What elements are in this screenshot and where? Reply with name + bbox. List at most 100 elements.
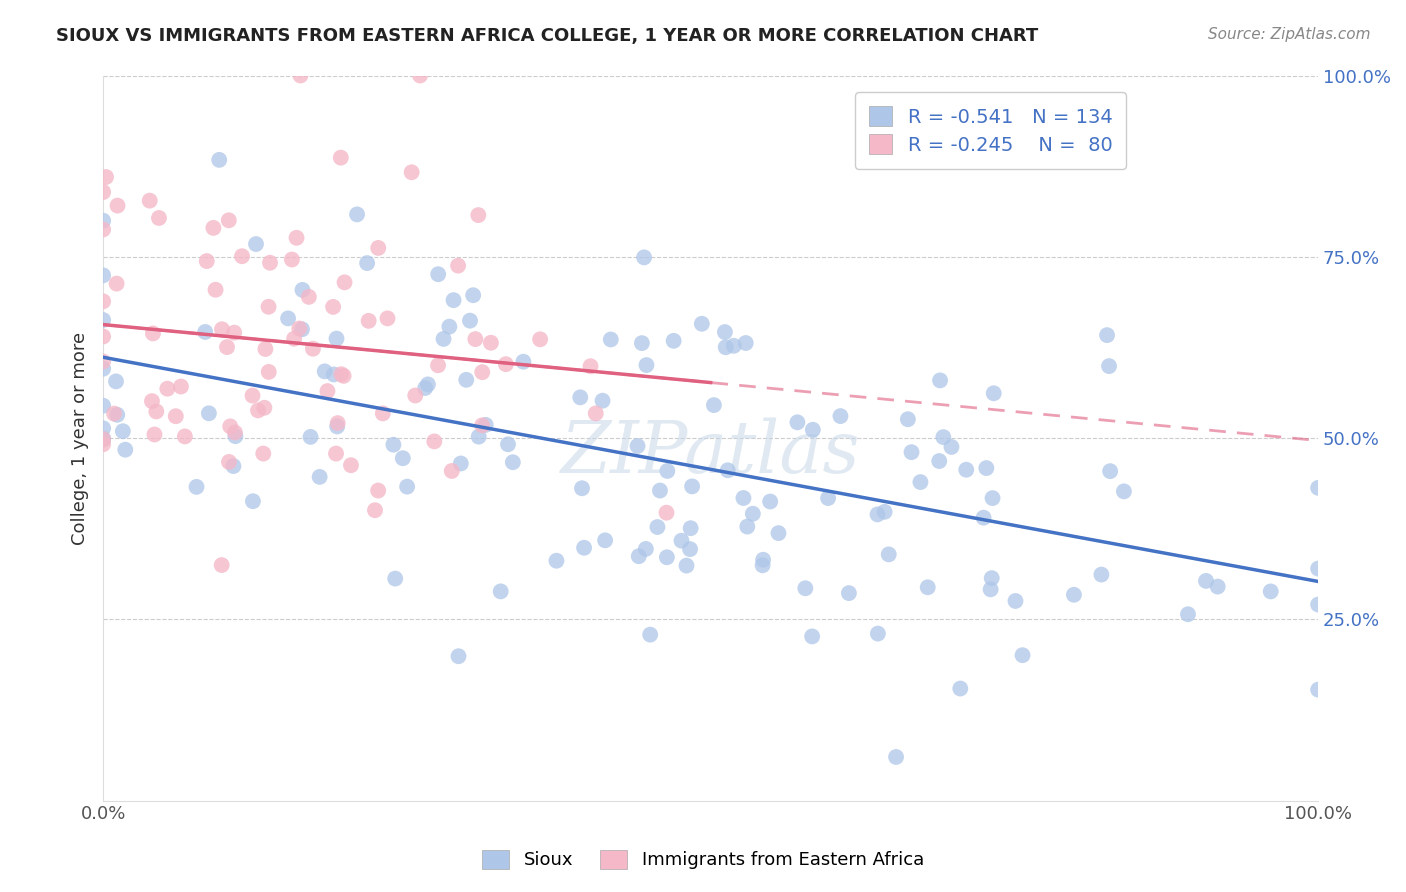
- Point: [464, 332, 486, 346]
- Point: [218, 213, 240, 227]
- Point: [224, 326, 246, 340]
- Point: [929, 373, 952, 387]
- Point: [202, 220, 225, 235]
- Point: [247, 403, 270, 417]
- Point: [897, 412, 920, 426]
- Point: [512, 355, 534, 369]
- Point: [143, 427, 166, 442]
- Point: [463, 288, 485, 302]
- Point: [1308, 598, 1330, 612]
- Point: [866, 508, 889, 522]
- Point: [634, 541, 657, 556]
- Point: [794, 581, 817, 595]
- Point: [714, 340, 737, 354]
- Point: [195, 254, 218, 268]
- Point: [714, 325, 737, 339]
- Point: [1098, 359, 1121, 373]
- Point: [884, 750, 907, 764]
- Point: [690, 317, 713, 331]
- Point: [571, 481, 593, 495]
- Point: [288, 321, 311, 335]
- Point: [976, 461, 998, 475]
- Point: [627, 549, 650, 564]
- Point: [194, 325, 217, 339]
- Point: [900, 445, 922, 459]
- Point: [281, 252, 304, 267]
- Point: [325, 446, 347, 460]
- Point: [224, 425, 246, 440]
- Point: [741, 507, 763, 521]
- Point: [1308, 481, 1330, 495]
- Point: [91, 294, 114, 309]
- Point: [496, 437, 519, 451]
- Point: [474, 417, 496, 432]
- Point: [467, 208, 489, 222]
- Point: [145, 404, 167, 418]
- Point: [91, 421, 114, 435]
- Point: [299, 430, 322, 444]
- Point: [285, 231, 308, 245]
- Point: [638, 627, 661, 641]
- Text: SIOUX VS IMMIGRANTS FROM EASTERN AFRICA COLLEGE, 1 YEAR OR MORE CORRELATION CHAR: SIOUX VS IMMIGRANTS FROM EASTERN AFRICA …: [56, 27, 1039, 45]
- Point: [467, 430, 489, 444]
- Point: [599, 333, 621, 347]
- Point: [877, 548, 900, 562]
- Point: [471, 365, 494, 379]
- Point: [830, 409, 852, 423]
- Point: [983, 386, 1005, 401]
- Point: [314, 364, 336, 378]
- Point: [252, 446, 274, 460]
- Point: [222, 458, 245, 473]
- Point: [633, 251, 655, 265]
- Point: [440, 464, 463, 478]
- Point: [322, 368, 344, 382]
- Point: [340, 458, 363, 473]
- Point: [204, 283, 226, 297]
- Point: [91, 185, 114, 199]
- Point: [980, 582, 1002, 597]
- Point: [91, 268, 114, 283]
- Point: [357, 314, 380, 328]
- Point: [94, 169, 117, 184]
- Point: [817, 491, 839, 505]
- Point: [346, 207, 368, 221]
- Point: [681, 479, 703, 493]
- Point: [254, 342, 277, 356]
- Point: [546, 554, 568, 568]
- Point: [733, 491, 755, 505]
- Point: [585, 406, 607, 420]
- Point: [384, 572, 406, 586]
- Point: [259, 256, 281, 270]
- Point: [242, 388, 264, 402]
- Point: [1063, 588, 1085, 602]
- Point: [224, 429, 246, 443]
- Point: [1195, 574, 1218, 588]
- Point: [679, 521, 702, 535]
- Point: [873, 505, 896, 519]
- Point: [866, 626, 889, 640]
- Point: [427, 359, 450, 373]
- Point: [592, 393, 614, 408]
- Point: [91, 329, 114, 343]
- Point: [326, 419, 349, 434]
- Point: [928, 454, 950, 468]
- Point: [479, 335, 502, 350]
- Point: [103, 407, 125, 421]
- Point: [1011, 648, 1033, 663]
- Point: [973, 510, 995, 524]
- Point: [156, 382, 179, 396]
- Point: [768, 526, 790, 541]
- Point: [186, 480, 208, 494]
- Point: [371, 406, 394, 420]
- Point: [737, 519, 759, 533]
- Point: [367, 241, 389, 255]
- Point: [107, 199, 129, 213]
- Point: [679, 542, 702, 557]
- Point: [91, 437, 114, 451]
- Point: [443, 293, 465, 307]
- Point: [1095, 328, 1118, 343]
- Point: [655, 506, 678, 520]
- Point: [91, 313, 114, 327]
- Point: [1260, 584, 1282, 599]
- Point: [322, 300, 344, 314]
